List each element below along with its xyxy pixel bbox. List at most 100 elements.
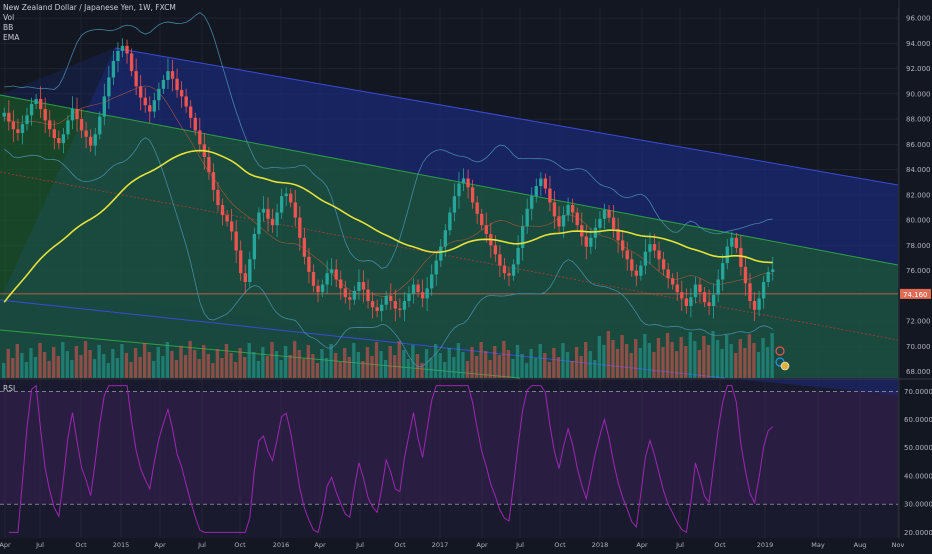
candle-body bbox=[507, 273, 511, 276]
candle-body bbox=[289, 193, 293, 203]
candle-body bbox=[698, 284, 702, 293]
candle-body bbox=[43, 109, 47, 121]
time-axis-label: Oct bbox=[234, 541, 246, 549]
candle-body bbox=[625, 250, 629, 260]
volume-bar bbox=[38, 343, 42, 378]
volume-bar bbox=[433, 344, 438, 378]
volume-bar bbox=[502, 341, 506, 378]
rsi-axis-label: 50.0000 bbox=[904, 444, 932, 452]
volume-bar bbox=[565, 352, 570, 378]
symbol-title[interactable]: New Zealand Dollar / Japanese Yen, 1W, F… bbox=[3, 3, 176, 12]
volume-bar bbox=[133, 348, 138, 378]
candle-body bbox=[189, 106, 193, 118]
candle-body bbox=[84, 130, 88, 137]
indicator-bb-label[interactable]: BB bbox=[3, 23, 14, 32]
volume-bar bbox=[638, 348, 642, 378]
candle-body bbox=[393, 300, 397, 309]
candle-body bbox=[470, 187, 475, 203]
candle-body bbox=[702, 292, 707, 303]
candle-body bbox=[693, 284, 698, 298]
volume-bar bbox=[111, 349, 115, 378]
volume-bar bbox=[624, 344, 629, 378]
volume-bar bbox=[229, 353, 233, 378]
volume-bar bbox=[174, 360, 179, 378]
volume-bar bbox=[333, 353, 338, 378]
candle-body bbox=[66, 120, 70, 135]
candle-body bbox=[2, 112, 6, 117]
candle-body bbox=[34, 98, 38, 104]
volume-bar bbox=[397, 341, 401, 378]
volume-bar bbox=[311, 354, 315, 378]
indicator-ema-label[interactable]: EMA bbox=[3, 33, 20, 42]
rsi-axis-label: 30.0000 bbox=[904, 501, 932, 509]
candle-body bbox=[425, 288, 429, 299]
candle-body bbox=[480, 213, 484, 226]
candle-body bbox=[598, 218, 602, 228]
volume-bar bbox=[374, 342, 379, 378]
volume-bar bbox=[74, 346, 79, 378]
volume-bar bbox=[129, 362, 133, 378]
candle-body bbox=[384, 295, 388, 305]
volume-bar bbox=[61, 342, 65, 378]
candle-body bbox=[198, 130, 202, 145]
candle-body bbox=[648, 244, 652, 252]
price-axis-label: 90.000 bbox=[906, 90, 931, 98]
volume-bar bbox=[233, 362, 238, 378]
volume-bar bbox=[170, 351, 174, 378]
time-axis-label: Jul bbox=[197, 541, 206, 549]
candle-body bbox=[348, 297, 352, 300]
price-axis-label: 82.000 bbox=[906, 191, 931, 199]
volume-bar bbox=[665, 333, 670, 378]
volume-bar bbox=[156, 347, 160, 378]
volume-bar bbox=[493, 346, 497, 378]
volume-bar bbox=[483, 351, 488, 378]
candle-body bbox=[343, 288, 347, 298]
candle-body bbox=[548, 188, 552, 203]
price-axis-label: 84.000 bbox=[906, 166, 931, 174]
volume-bar bbox=[365, 347, 370, 378]
rsi-panel-label[interactable]: RSI bbox=[3, 384, 16, 393]
volume-bar bbox=[684, 346, 688, 378]
volume-bar bbox=[320, 349, 324, 378]
volume-bar bbox=[124, 353, 129, 378]
candle-body bbox=[275, 212, 279, 226]
channel-mid-lower-line bbox=[0, 329, 521, 379]
candle-body bbox=[170, 71, 175, 79]
event-marker-icon bbox=[780, 361, 790, 371]
indicator-vol-label[interactable]: Vol bbox=[3, 13, 15, 22]
volume-bar bbox=[6, 349, 10, 378]
candle-body bbox=[730, 237, 734, 247]
volume-bar bbox=[306, 345, 310, 378]
time-axis-label: Apr bbox=[476, 541, 488, 549]
volume-bar bbox=[352, 343, 356, 378]
candle-body bbox=[61, 134, 66, 144]
volume-bar bbox=[220, 358, 224, 378]
candle-body bbox=[120, 45, 125, 51]
candle-body bbox=[298, 217, 302, 238]
candle-body bbox=[266, 208, 270, 219]
candle-body bbox=[520, 226, 525, 248]
volume-bar bbox=[393, 355, 397, 378]
candle-body bbox=[316, 285, 320, 293]
volume-bar bbox=[656, 338, 661, 378]
price-axis-label: 80.000 bbox=[906, 217, 931, 225]
price-axis-label: 68.000 bbox=[906, 368, 931, 376]
volume-bar bbox=[152, 361, 156, 378]
price-axis-label: 92.000 bbox=[906, 65, 931, 73]
candle-body bbox=[484, 225, 488, 235]
rsi-axis-label: 70.0000 bbox=[904, 388, 932, 396]
candle-body bbox=[20, 124, 25, 134]
time-axis-label: Apr bbox=[0, 541, 11, 549]
candle-body bbox=[675, 284, 679, 293]
volume-bar bbox=[83, 341, 88, 378]
candle-body bbox=[761, 282, 766, 299]
candle-body bbox=[157, 88, 161, 101]
volume-bar bbox=[52, 347, 56, 378]
candle-body bbox=[734, 237, 739, 248]
candle-body bbox=[493, 245, 498, 255]
candle-body bbox=[771, 269, 775, 272]
candle-body bbox=[75, 109, 79, 120]
volume-bar bbox=[602, 345, 606, 378]
